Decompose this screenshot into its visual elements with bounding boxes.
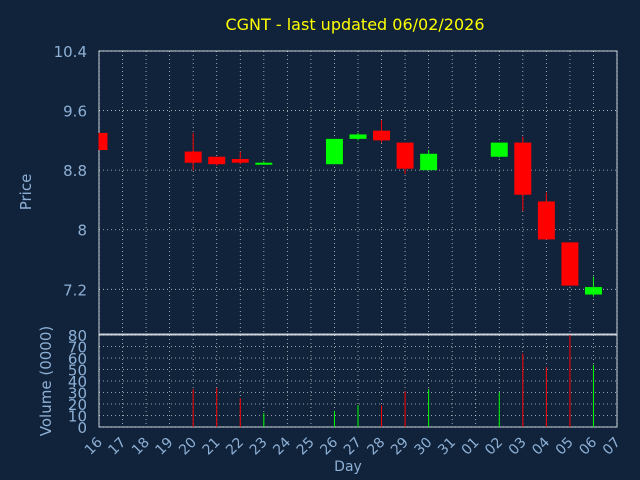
volume-bars bbox=[192, 335, 594, 427]
price-candles bbox=[98, 120, 602, 297]
candle-body bbox=[537, 201, 555, 240]
price-tick-label: 8.8 bbox=[63, 162, 87, 180]
candle-body bbox=[584, 287, 602, 295]
chart-title: CGNT - last updated 06/02/2026 bbox=[225, 15, 484, 34]
candle-body bbox=[514, 142, 532, 195]
volume-tick-label: 0 bbox=[77, 419, 87, 437]
candle-body bbox=[490, 142, 508, 157]
volume-tick-label: 10 bbox=[68, 408, 87, 426]
volume-tick-label: 20 bbox=[68, 396, 87, 414]
price-axis-label: Price bbox=[17, 174, 35, 211]
volume-tick-label: 40 bbox=[68, 373, 87, 391]
candle-body bbox=[420, 153, 438, 171]
price-grid bbox=[98, 50, 618, 335]
price-tick-label: 9.6 bbox=[63, 103, 87, 121]
day-axis: 16 17 18 19 20 21 22 23 24 25 26 27 28 29 30 31 01 02 03 04… bbox=[82, 434, 624, 458]
volume-tick-label: 30 bbox=[68, 385, 87, 403]
candle-body bbox=[99, 132, 108, 151]
volume-axis-label: Volume (0000) bbox=[37, 326, 55, 436]
price-y-axis: 10.4 9.6 8.8 8 7.2 bbox=[54, 43, 87, 299]
price-tick-label: 10.4 bbox=[54, 43, 87, 61]
volume-tick-label: 70 bbox=[68, 339, 87, 357]
day-axis-label: Day bbox=[334, 459, 362, 475]
candle-body bbox=[255, 162, 273, 165]
volume-tick-label: 60 bbox=[68, 350, 87, 368]
volume-tick-label: 80 bbox=[68, 327, 87, 345]
candle-body bbox=[396, 142, 414, 169]
candle-body bbox=[184, 151, 202, 163]
price-tick-label: 8 bbox=[77, 222, 87, 240]
volume-tick-label: 50 bbox=[68, 362, 87, 380]
candle-body bbox=[561, 242, 579, 286]
candle-body bbox=[349, 134, 367, 139]
price-tick-label: 7.2 bbox=[63, 281, 87, 299]
candle-body bbox=[208, 156, 226, 165]
candle-body bbox=[373, 130, 391, 141]
candle-body bbox=[325, 138, 343, 165]
candle-body bbox=[231, 158, 249, 163]
